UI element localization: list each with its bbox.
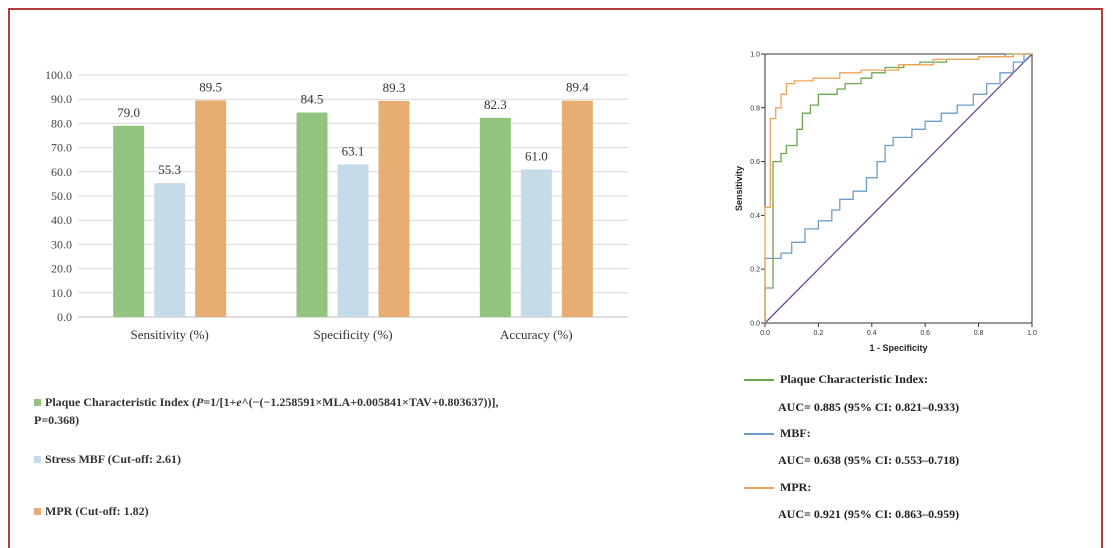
y-tick-label: 80.0 [51,116,72,130]
bar [337,164,369,317]
data-label: 89.5 [199,79,222,94]
roc-legend-auc-mbf: AUC= 0.638 (95% CI: 0.553–0.718) [778,453,960,467]
x-category-label: Accuracy (%) [500,327,573,342]
legend-pci-line2: P=0.368) [34,413,80,427]
legend-item-mpr: MPR (Cut-off: 1.82) [34,502,149,520]
legend-item-mbf: Stress MBF (Cut-off: 2.61) [34,450,181,468]
y-tick-label: 100.0 [45,68,72,82]
bar [479,117,511,317]
legend-mpr-text: MPR (Cut-off: 1.82) [45,504,149,518]
legend-pci-part2: =1/[1+ [203,395,237,409]
legend-pci-p-italic: P [195,395,204,409]
bar [195,100,227,317]
roc-legend-auc-mpr: AUC= 0.921 (95% CI: 0.863–0.959) [778,507,960,521]
y-tick-label: 30.0 [51,237,72,251]
roc-legend-auc-pci: AUC= 0.885 (95% CI: 0.821–0.933) [778,400,960,414]
y-tick-label: 0.0 [57,310,72,324]
y-tick-label: 20.0 [51,262,72,276]
data-label: 89.3 [383,80,406,95]
figure-frame [8,8,1103,548]
y-tick-label: 50.0 [51,189,72,203]
legend-mbf-text: Stress MBF (Cut-off: 2.61) [45,452,181,466]
data-label: 84.5 [301,92,324,107]
roc-legend-line-mbf [744,433,774,435]
legend-swatch-mpr [34,507,41,515]
bar [296,112,328,317]
data-label: 89.4 [566,80,589,95]
roc-legend-line-mpr [744,487,774,489]
y-tick-label: 60.0 [51,165,72,179]
bar [561,100,593,317]
roc-legend-label-mpr: MPR: [780,480,812,494]
data-label: 82.3 [484,97,507,112]
bar [113,125,145,317]
legend-item-pci: Plaque Characteristic Index (P=1/[1+e^(−… [34,393,634,429]
roc-legend-line-pci [744,379,774,381]
y-tick-label: 70.0 [51,141,72,155]
bar [154,183,186,317]
y-tick-label: 40.0 [51,213,72,227]
y-tick-label: 90.0 [51,92,72,106]
x-category-label: Sensitivity (%) [130,327,208,342]
legend-pci-e-italic: e [236,395,242,409]
data-label: 61.0 [525,148,548,163]
roc-legend-label-mbf: MBF: [780,426,811,440]
legend-pci-part1: Plaque Characteristic Index ( [45,395,196,409]
roc-legend-label-pci: Plaque Characteristic Index: [780,372,928,386]
x-category-label: Specificity (%) [313,327,392,342]
y-tick-label: 10.0 [51,286,72,300]
bar [378,100,410,317]
data-label: 63.1 [342,143,365,158]
data-label: 79.0 [117,105,140,120]
legend-swatch-pci [34,398,41,406]
legend-pci-part3: ^(−(−1.258591×MLA+0.005841×TAV+0.803637)… [241,395,499,409]
bar-chart: 0.0 10.0 20.0 30.0 40.0 50.0 60.0 70.0 80.0 90.0 1… [45,68,628,342]
bar [520,169,552,317]
data-label: 55.3 [158,162,181,177]
legend-swatch-mbf [34,455,41,463]
